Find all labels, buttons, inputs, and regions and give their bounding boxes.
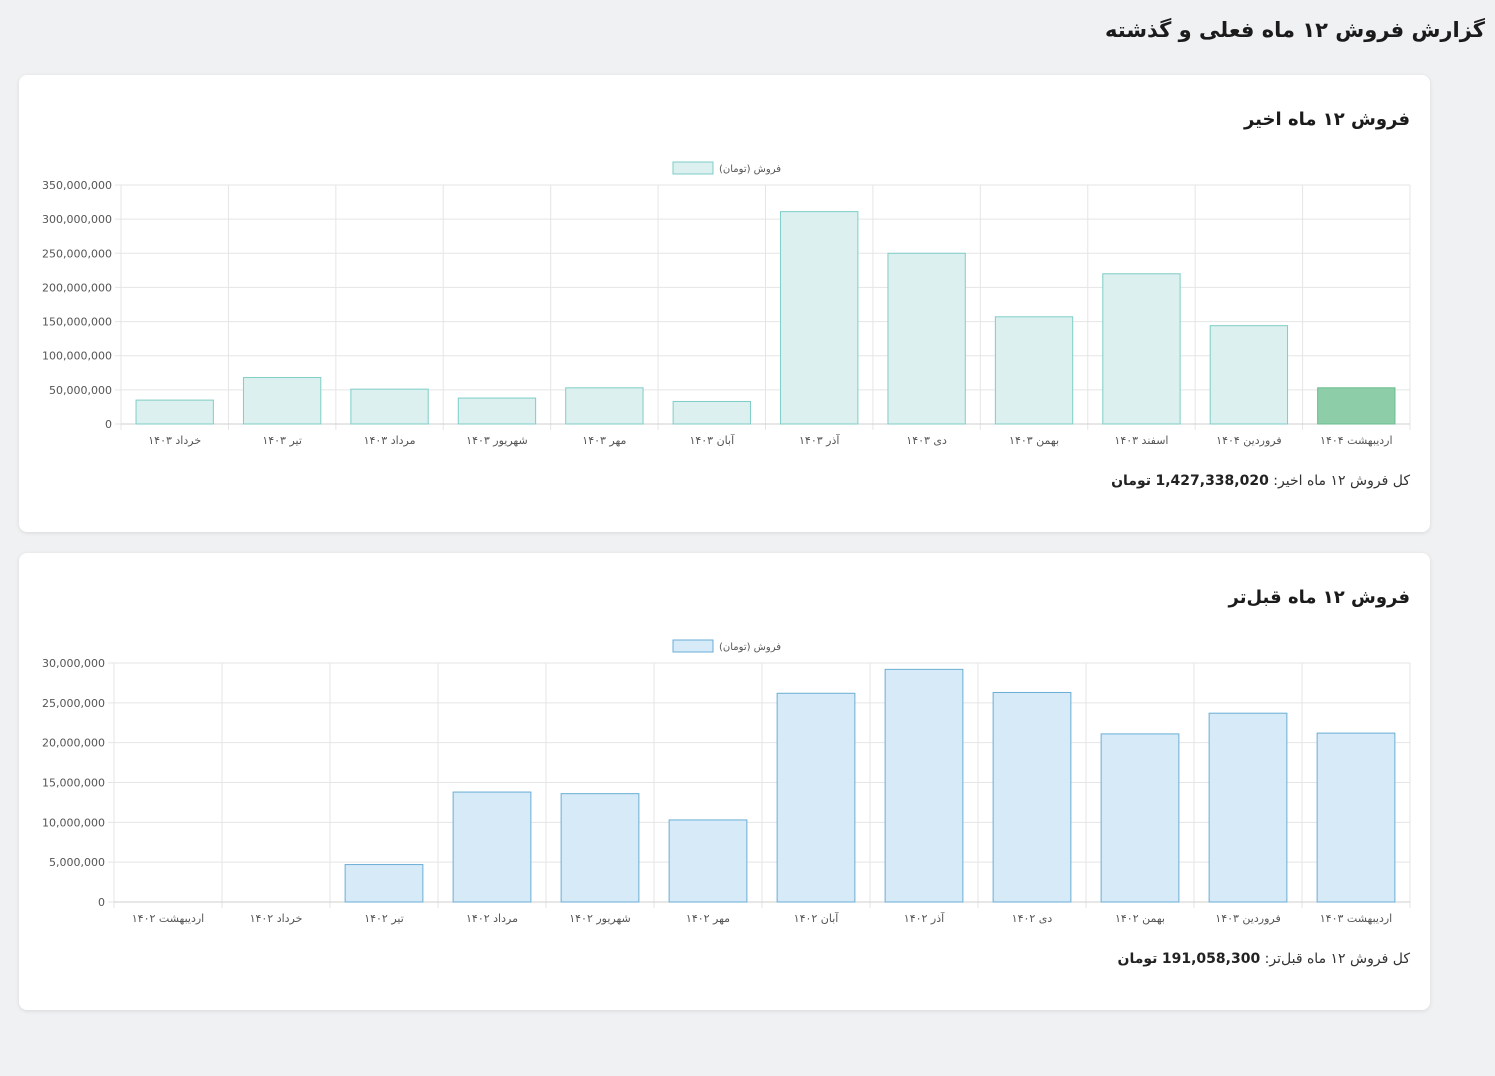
- y-tick-label: 300,000,000: [42, 213, 112, 226]
- bar: [565, 387, 644, 425]
- bar: [887, 252, 966, 425]
- y-tick-label: 20,000,000: [42, 737, 105, 750]
- total-label: کل فروش ۱۲ ماه قبل‌تر:: [1264, 951, 1410, 967]
- bar: [457, 397, 537, 425]
- total-unit: تومان: [1117, 951, 1158, 967]
- x-tick-label: خرداد ۱۴۰۳: [148, 434, 201, 447]
- y-tick-label: 250,000,000: [42, 247, 112, 260]
- y-tick-label: 0: [98, 896, 105, 909]
- card-title: فروش ۱۲ ماه اخیر: [1243, 109, 1410, 130]
- legend: فروش (تومان): [672, 161, 781, 175]
- x-tick-label: فروردین ۱۴۰۴: [1216, 434, 1281, 447]
- bar: [884, 668, 964, 903]
- legend: فروش (تومان): [672, 639, 781, 653]
- x-tick-label: دی ۱۴۰۳: [906, 434, 947, 447]
- y-tick-label: 350,000,000: [42, 179, 112, 192]
- x-tick-label: خرداد ۱۴۰۲: [250, 912, 303, 925]
- total-sales: کل فروش ۱۲ ماه اخیر: 1,427,338,020 تومان: [1111, 473, 1410, 489]
- bar: [1316, 732, 1396, 903]
- bar: [560, 793, 640, 903]
- y-tick-label: 15,000,000: [42, 777, 105, 790]
- legend-swatch: [672, 639, 714, 653]
- y-tick-label: 10,000,000: [42, 816, 105, 829]
- x-tick-label: آبان ۱۴۰۳: [689, 433, 735, 447]
- legend-label: فروش (تومان): [719, 164, 781, 175]
- bar: [1102, 273, 1181, 425]
- bar: [994, 316, 1074, 425]
- x-tick-label: آذر ۱۴۰۲: [904, 911, 945, 925]
- bar: [668, 819, 748, 903]
- total-sales: کل فروش ۱۲ ماه قبل‌تر: 191,058,300 تومان: [1118, 951, 1410, 967]
- bar: [1209, 325, 1289, 425]
- x-tick-label: آذر ۱۴۰۳: [799, 433, 840, 447]
- total-value: 1,427,338,020: [1155, 473, 1269, 489]
- bar-chart-previous: فروش (تومان) 0 5,000,000 10,000,000 15,000,0…: [42, 639, 1411, 925]
- bar: [672, 400, 751, 425]
- x-tick-label: بهمن ۱۴۰۲: [1115, 912, 1165, 925]
- x-tick-label: شهریور ۱۴۰۲: [569, 912, 631, 925]
- bar: [242, 377, 322, 425]
- total-unit: تومان: [1111, 473, 1152, 489]
- x-tick-label: فروردین ۱۴۰۳: [1215, 912, 1280, 925]
- x-tick-label: بهمن ۱۴۰۳: [1009, 434, 1059, 447]
- x-tick-label: مهر ۱۴۰۳: [582, 434, 626, 447]
- x-tick-label: دی ۱۴۰۲: [1012, 912, 1053, 925]
- y-tick-label: 150,000,000: [42, 316, 112, 329]
- bar: [1208, 712, 1288, 903]
- x-tick-label: اردیبهشت ۱۴۰۴: [1320, 434, 1392, 447]
- x-tick-label: شهریور ۱۴۰۳: [466, 434, 528, 447]
- bar: [1317, 387, 1396, 425]
- y-tick-label: 5,000,000: [49, 856, 105, 869]
- y-tick-label: 30,000,000: [42, 657, 105, 670]
- x-tick-label: آبان ۱۴۰۲: [794, 911, 840, 925]
- x-tick-label: اسفند ۱۴۰۳: [1114, 434, 1168, 447]
- bar: [776, 692, 856, 903]
- y-tick-label: 0: [105, 418, 112, 431]
- sales-card-previous: فروش ۱۲ ماه قبل‌تر فروش (تومان) 0 5,000,00…: [19, 553, 1430, 1010]
- bar: [1100, 733, 1180, 903]
- page-title: گزارش فروش ۱۲ ماه فعلی و گذشته: [1105, 18, 1485, 42]
- sales-card-recent: فروش ۱۲ ماه اخیر فروش (تومان) 0 50,000,000…: [19, 75, 1430, 532]
- bar-chart-recent: فروش (تومان) 0 50,000,000 100,000,000 150,00…: [42, 161, 1411, 447]
- x-tick-label: تیر ۱۴۰۲: [364, 912, 404, 925]
- x-tick-label: اردیبهشت ۱۴۰۳: [1320, 912, 1392, 925]
- total-label: کل فروش ۱۲ ماه اخیر:: [1273, 473, 1410, 489]
- bar: [350, 388, 429, 425]
- y-tick-label: 25,000,000: [42, 697, 105, 710]
- card-title: فروش ۱۲ ماه قبل‌تر: [1228, 587, 1410, 608]
- bar: [780, 211, 859, 425]
- x-tick-label: تیر ۱۴۰۳: [262, 434, 302, 447]
- y-tick-label: 50,000,000: [49, 384, 112, 397]
- legend-label: فروش (تومان): [719, 642, 781, 653]
- y-tick-label: 200,000,000: [42, 281, 112, 294]
- x-tick-label: اردیبهشت ۱۴۰۲: [132, 912, 204, 925]
- bar: [344, 864, 424, 903]
- bar: [452, 791, 532, 903]
- y-tick-label: 100,000,000: [42, 350, 112, 363]
- bar: [135, 399, 214, 425]
- bar: [992, 691, 1072, 903]
- legend-swatch: [672, 161, 714, 175]
- x-tick-label: مرداد ۱۴۰۳: [364, 434, 416, 447]
- x-tick-label: مهر ۱۴۰۲: [686, 912, 730, 925]
- x-tick-label: مرداد ۱۴۰۲: [466, 912, 518, 925]
- total-value: 191,058,300: [1161, 951, 1261, 967]
